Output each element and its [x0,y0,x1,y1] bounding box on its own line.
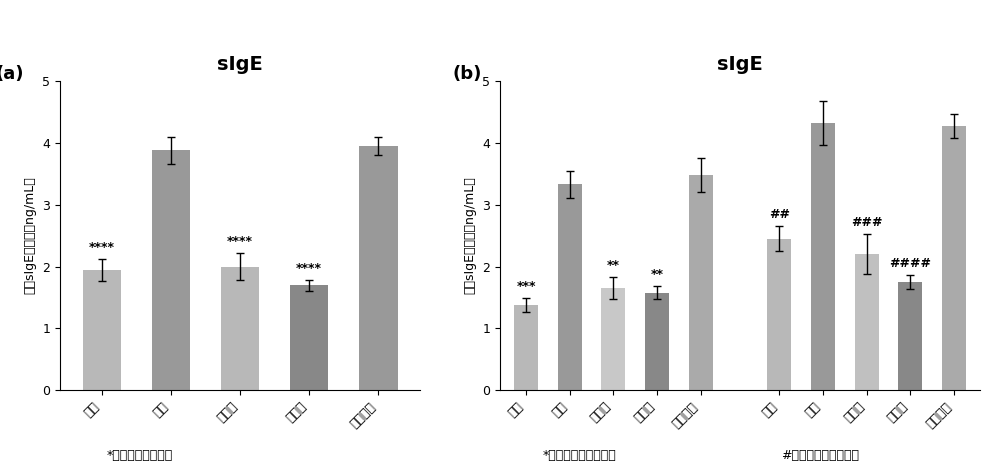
Bar [514,305,538,390]
Bar [558,184,582,390]
Bar [645,293,669,390]
Text: (a): (a) [0,65,24,83]
Text: *表示与对照组比较: *表示与对照组比较 [107,449,173,462]
Y-axis label: 血清sIgE表达量（ng/mL）: 血清sIgE表达量（ng/mL） [464,177,477,295]
Bar [359,146,398,390]
Bar [601,288,625,390]
Bar [767,239,791,390]
Bar [855,254,879,390]
Title: sIgE: sIgE [217,55,263,74]
Title: sIgE: sIgE [717,55,763,74]
Bar [942,126,966,390]
Bar [811,123,835,390]
Text: *表示与对照雄组比较: *表示与对照雄组比较 [543,449,617,462]
Y-axis label: 血清sIgE表达量（ng/mL）: 血清sIgE表达量（ng/mL） [24,177,37,295]
Text: ##: ## [769,208,790,221]
Bar [152,150,190,390]
Text: ****: **** [227,235,253,248]
Bar [898,282,922,390]
Text: ###: ### [851,217,882,229]
Text: ***: *** [516,279,536,293]
Bar [221,267,259,390]
Bar [290,285,328,390]
Text: **: ** [651,268,664,281]
Bar [689,175,713,390]
Text: **: ** [607,259,620,272]
Bar [82,269,121,390]
Text: ****: **** [296,262,322,275]
Text: (b): (b) [452,65,481,83]
Text: #表示与对照雌组比较: #表示与对照雌组比较 [781,449,859,462]
Text: ####: #### [889,257,931,269]
Text: ****: **** [89,240,115,254]
